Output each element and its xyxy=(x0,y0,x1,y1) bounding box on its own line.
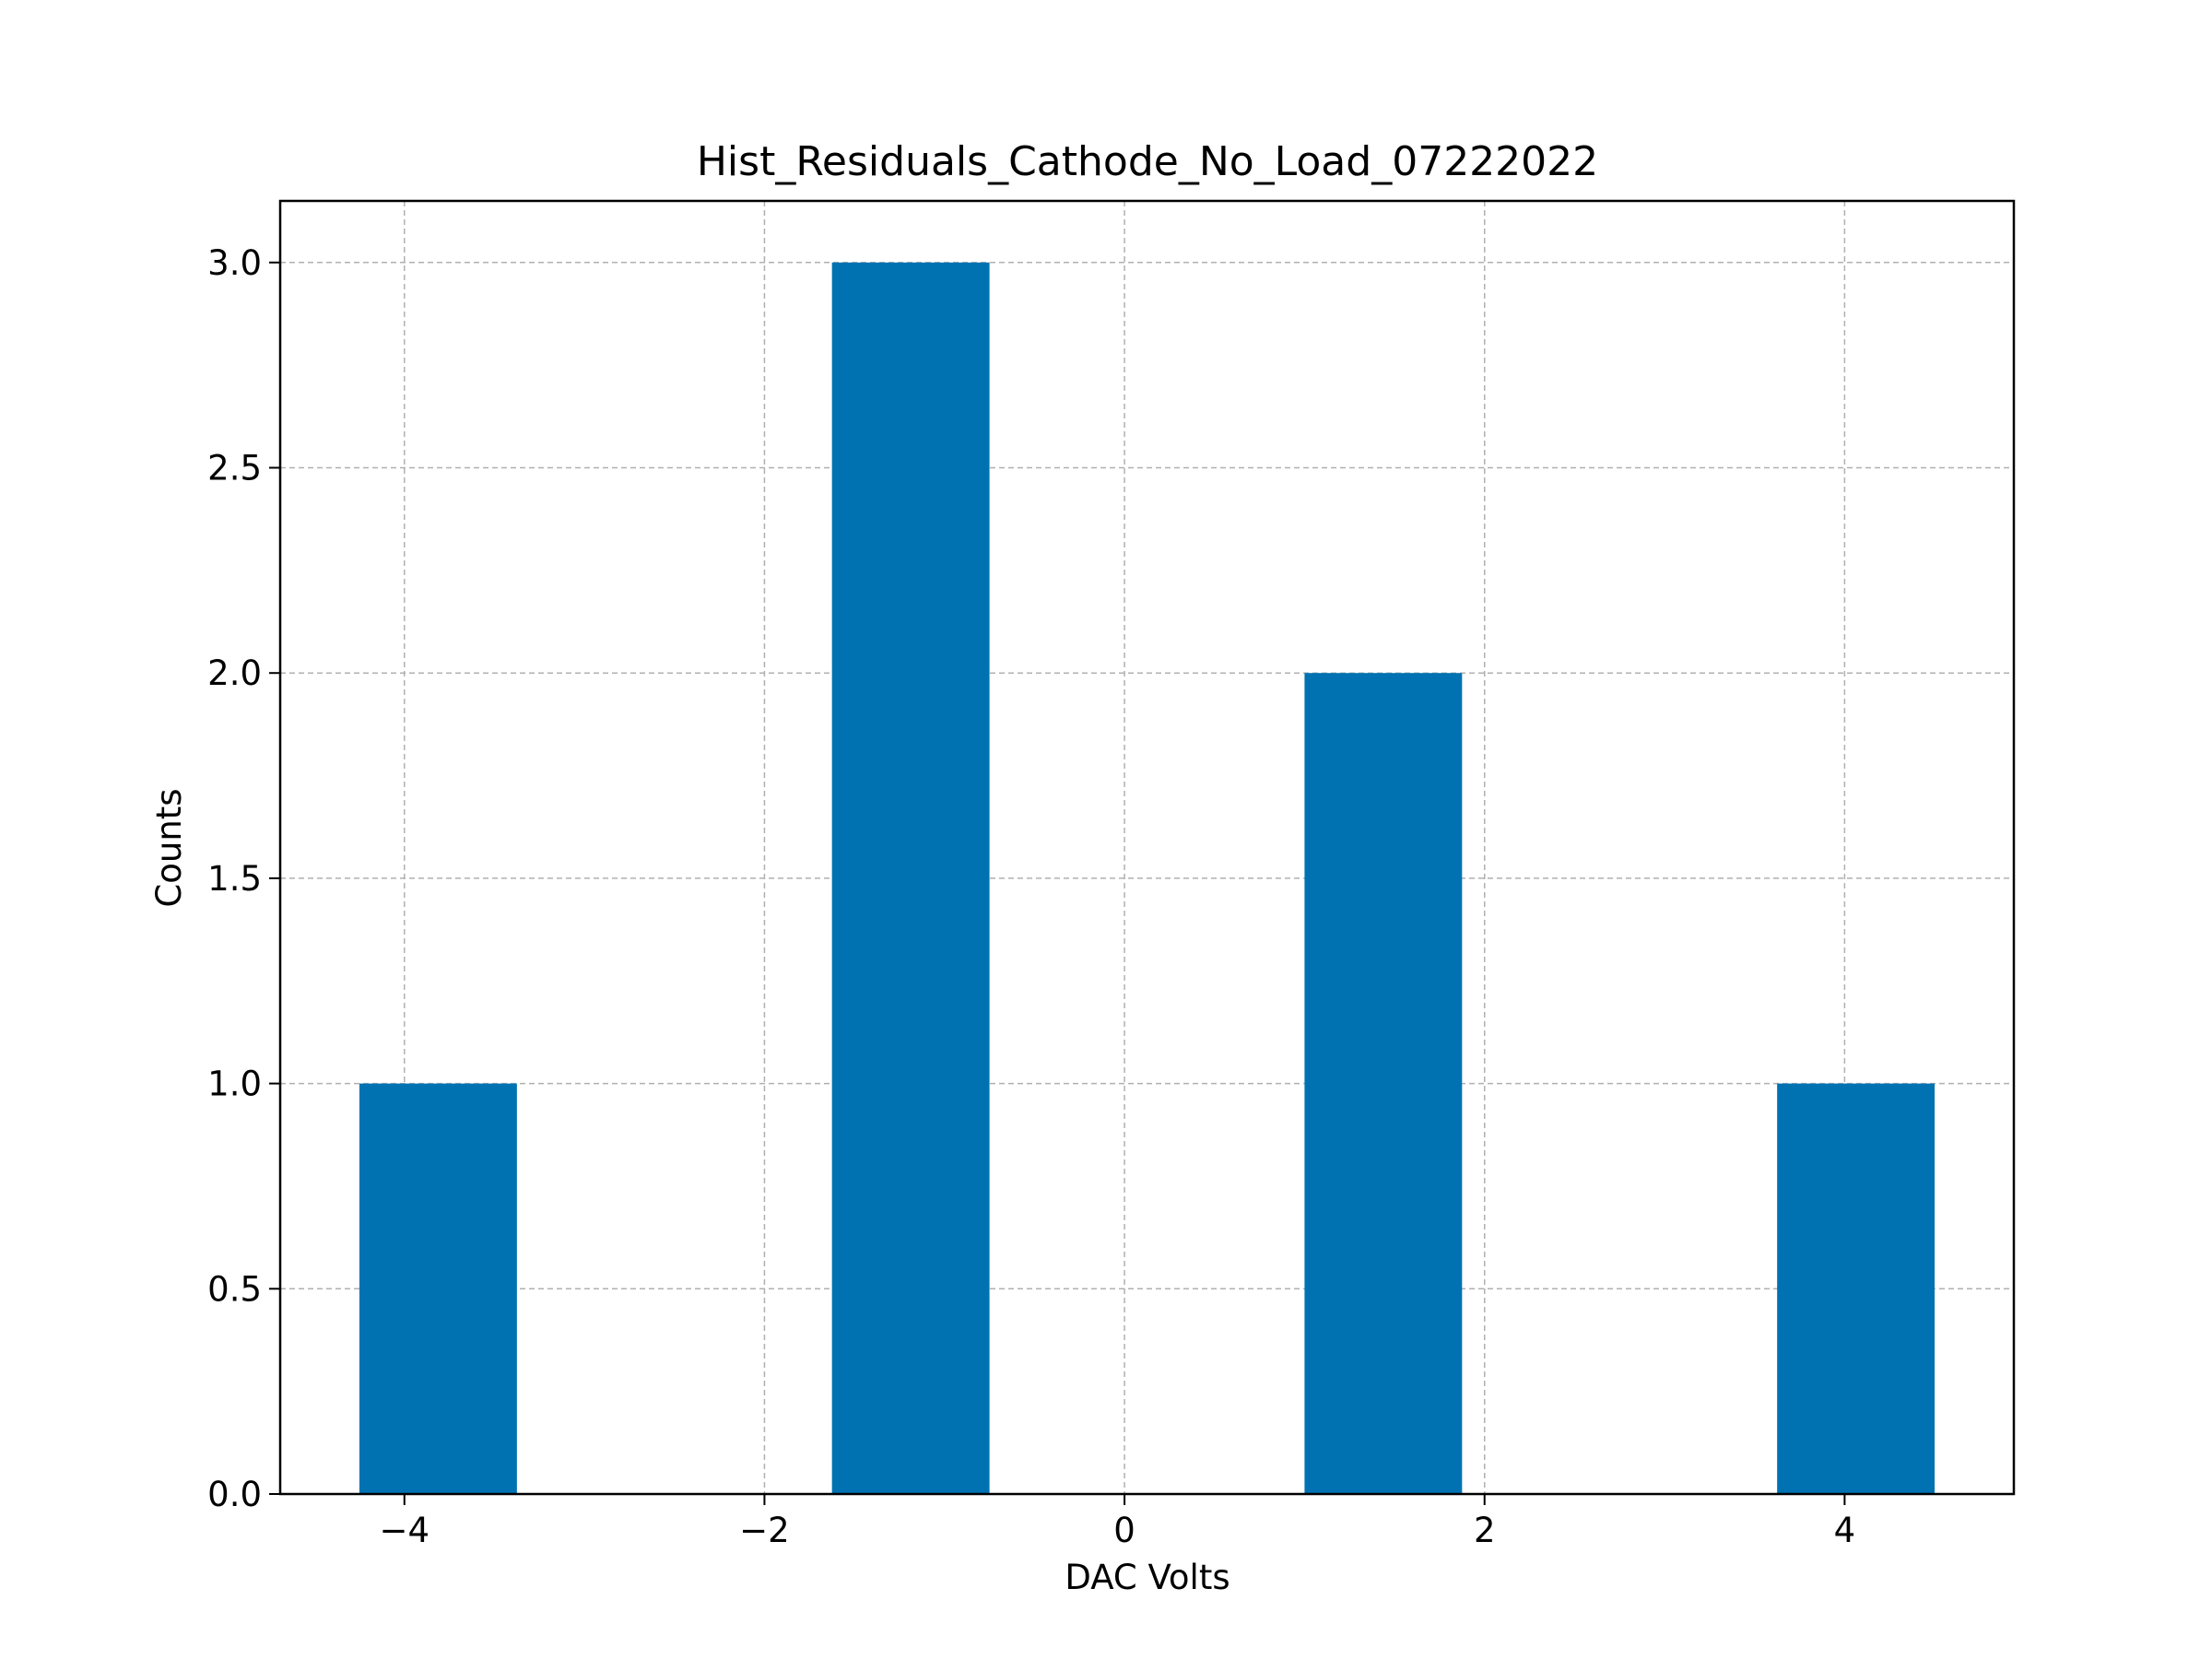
y-tick-label-4: 2.0 xyxy=(207,653,262,693)
y-tick-label-6: 3.0 xyxy=(207,243,262,283)
ticks: −4 −2 0 2 4 0.0 0.5 1.0 1.5 2.0 2.5 3.0 xyxy=(207,243,1855,1550)
x-tick-label-4: 4 xyxy=(1834,1511,1856,1550)
histogram-bar-0 xyxy=(359,1083,517,1494)
grid xyxy=(280,201,2014,1495)
histogram-bar-9 xyxy=(1777,1083,1936,1494)
x-tick-label-3: 2 xyxy=(1474,1511,1496,1550)
x-tick-label-1: −2 xyxy=(739,1511,790,1550)
plot-frame xyxy=(278,199,2016,1496)
x-axis-label: DAC Volts xyxy=(1065,1558,1230,1597)
y-tick-label-0: 0.0 xyxy=(207,1475,262,1514)
x-tick-label-0: −4 xyxy=(380,1511,430,1550)
y-tick-label-3: 1.5 xyxy=(207,859,262,899)
y-tick-label-5: 2.5 xyxy=(207,449,262,488)
x-tick-label-2: 0 xyxy=(1113,1511,1135,1550)
y-tick-label-2: 1.0 xyxy=(207,1065,262,1104)
histogram-bar-6 xyxy=(1304,673,1463,1494)
chart-title: Hist_Residuals_Cathode_No_Load_07222022 xyxy=(697,138,1598,185)
y-axis-label: Counts xyxy=(149,788,189,907)
histogram-bar-3 xyxy=(831,262,990,1494)
y-tick-label-1: 0.5 xyxy=(207,1269,262,1309)
bars xyxy=(359,262,1936,1494)
